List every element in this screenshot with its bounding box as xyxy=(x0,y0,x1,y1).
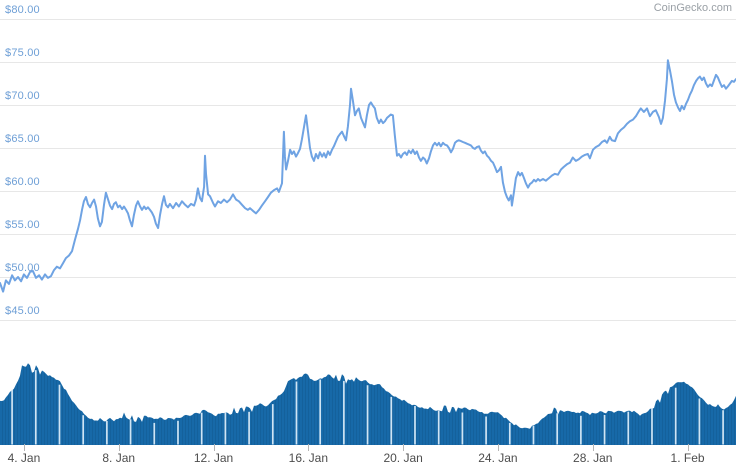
y-axis-label: $45.00 xyxy=(5,305,40,317)
x-axis-label: 16. Jan xyxy=(288,451,329,465)
x-axis-label: 4. Jan xyxy=(7,451,41,465)
gridline xyxy=(0,320,736,321)
x-axis-tick xyxy=(592,444,594,451)
y-axis-label: $65.00 xyxy=(5,133,40,145)
y-axis-label: $55.00 xyxy=(5,219,40,231)
gridline xyxy=(0,191,736,192)
x-axis-tick xyxy=(23,444,25,451)
price-line xyxy=(0,59,736,293)
x-axis-tick xyxy=(687,444,689,451)
x-axis-tick xyxy=(118,444,120,451)
gridline xyxy=(0,277,736,278)
gridline xyxy=(0,62,736,63)
gridline xyxy=(0,234,736,235)
y-axis-label: $60.00 xyxy=(5,176,40,188)
x-axis-tick xyxy=(308,444,310,451)
coingecko-watermark: CoinGecko.com xyxy=(653,2,732,14)
x-axis-label: 8. Jan xyxy=(102,451,136,465)
x-axis-label: 12. Jan xyxy=(193,451,234,465)
y-axis-label: $70.00 xyxy=(5,90,40,102)
gridline xyxy=(0,19,736,20)
x-axis-tick xyxy=(403,444,405,451)
y-axis-label: $80.00 xyxy=(5,4,40,16)
x-axis-label: 28. Jan xyxy=(573,451,613,465)
y-axis-label: $75.00 xyxy=(5,47,40,59)
x-axis-tick xyxy=(497,444,499,451)
gridline xyxy=(0,148,736,149)
x-axis-label: 20. Jan xyxy=(383,451,423,465)
x-axis-tick xyxy=(213,444,215,451)
x-axis-label: 1. Feb xyxy=(670,451,705,465)
x-axis-label: 24. Jan xyxy=(478,451,518,465)
